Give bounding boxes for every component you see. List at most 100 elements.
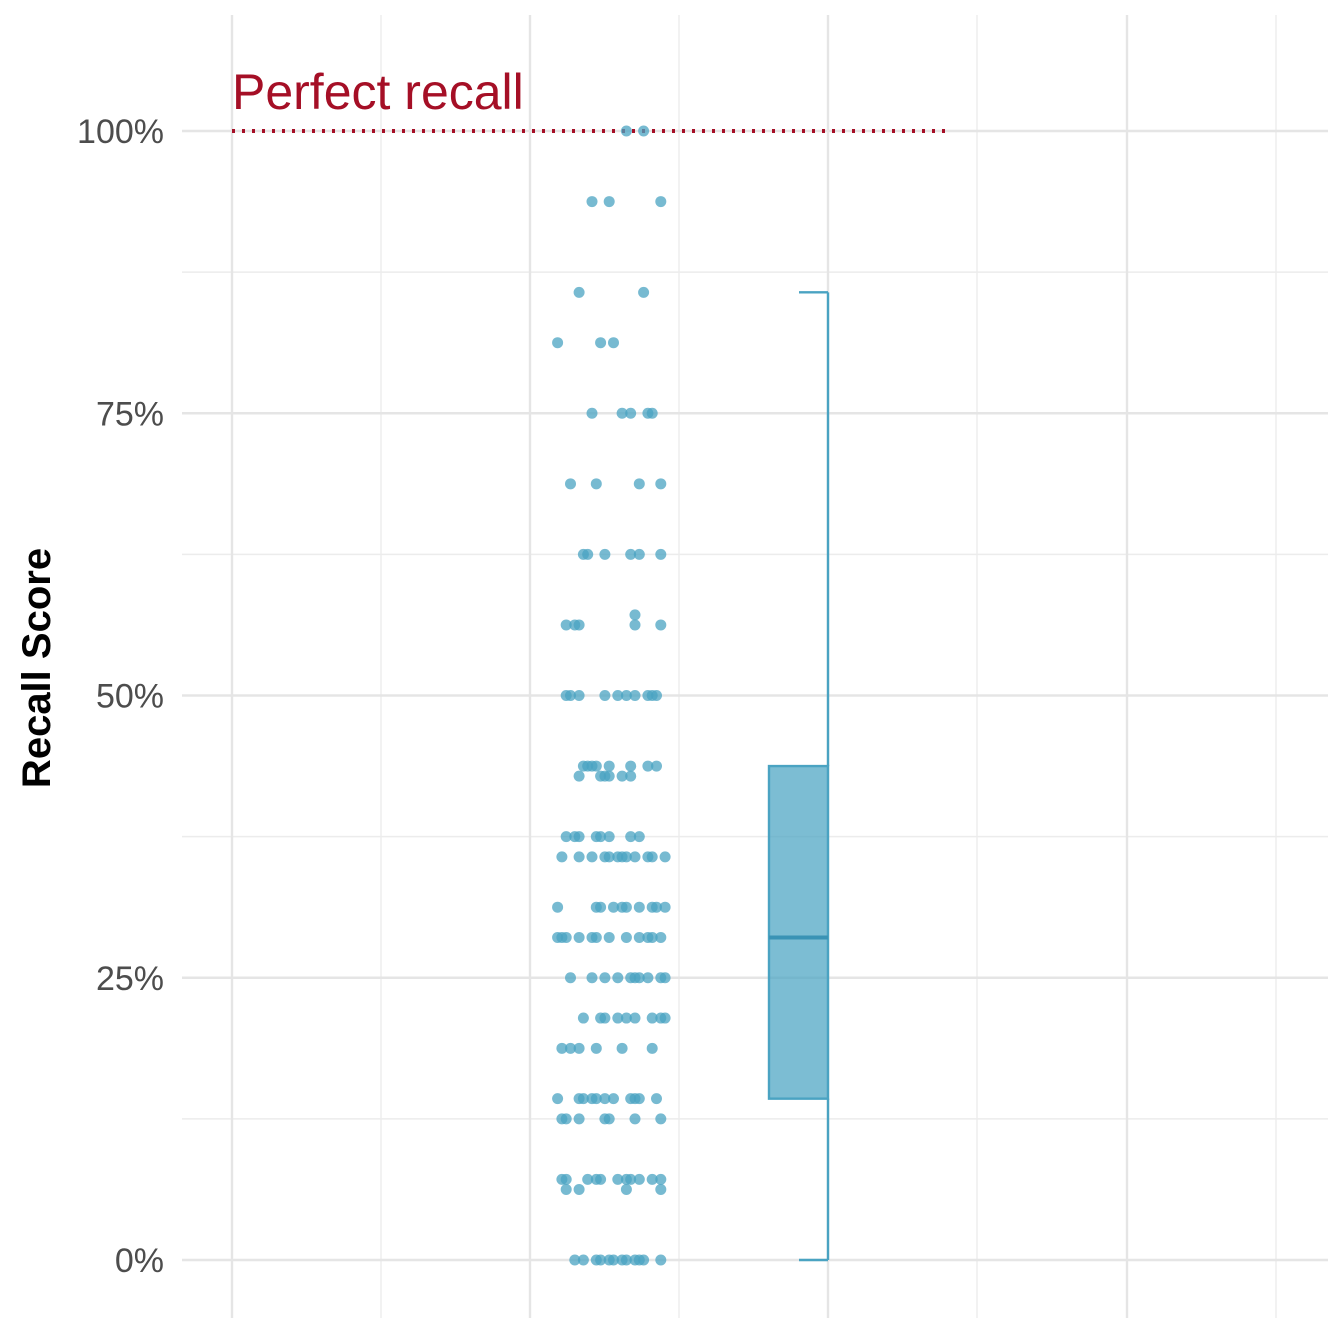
recall-point — [582, 1173, 594, 1185]
recall-point — [633, 931, 645, 943]
recall-point — [577, 1093, 589, 1105]
recall-point — [573, 1183, 585, 1195]
recall-point — [655, 1173, 667, 1185]
major-gridlines — [182, 15, 1328, 1318]
recall-point — [625, 760, 637, 772]
recall-point — [565, 1042, 576, 1054]
recall-point — [655, 1254, 667, 1266]
recall-point — [620, 690, 632, 701]
recall-boxplot — [767, 291, 830, 1262]
recall-point — [590, 478, 602, 490]
recall-point — [620, 851, 632, 863]
recall-point — [560, 931, 572, 943]
recall-point — [590, 1042, 602, 1054]
recall-point — [603, 770, 615, 782]
recall-point — [560, 619, 572, 631]
recall-point — [625, 770, 637, 782]
recall-point — [620, 1254, 632, 1266]
recall-point — [560, 831, 572, 843]
recall-point — [625, 548, 637, 560]
recall-point — [638, 286, 650, 298]
y-tick-label: 75% — [96, 395, 164, 433]
recall-point — [595, 901, 607, 913]
recall-point — [599, 690, 611, 701]
recall-point — [633, 1173, 645, 1185]
recall-point — [633, 901, 645, 913]
recall-point — [603, 931, 615, 943]
recall-point — [595, 337, 607, 349]
recall-point — [573, 770, 585, 782]
recall-point — [620, 1183, 632, 1195]
recall-point — [577, 1254, 589, 1266]
recall-point — [565, 478, 576, 490]
y-tick-label: 50% — [96, 678, 164, 716]
recall-point — [595, 1254, 607, 1266]
recall-point — [573, 831, 585, 843]
recall-point — [560, 1173, 572, 1185]
recall-point — [612, 1173, 624, 1185]
recall-point — [599, 548, 611, 560]
recall-point — [646, 931, 658, 943]
recall-point — [646, 1173, 658, 1185]
recall-point — [616, 770, 628, 782]
recall-point — [586, 407, 598, 419]
recall-point — [659, 1012, 671, 1024]
recall-point — [573, 619, 585, 631]
recall-point — [651, 760, 662, 772]
recall-point — [608, 1093, 619, 1105]
recall-point — [573, 1113, 585, 1125]
recall-point — [642, 760, 654, 772]
recall-point — [603, 851, 615, 863]
recall-point — [633, 548, 645, 560]
recall-point — [638, 125, 650, 137]
recall-point — [560, 1183, 572, 1195]
recall-point — [577, 1012, 589, 1024]
recall-point — [586, 196, 598, 208]
recall-point — [603, 760, 615, 772]
recall-point — [655, 619, 667, 631]
recall-point — [655, 478, 667, 490]
recall-point — [633, 972, 645, 984]
recall-point — [560, 690, 572, 701]
recall-point — [573, 931, 585, 943]
y-axis-title: Recall Score — [15, 548, 59, 788]
recall-point — [552, 1093, 564, 1105]
recall-point — [655, 1183, 667, 1195]
recall-point — [599, 972, 611, 984]
recall-point — [586, 972, 598, 984]
recall-point — [552, 337, 564, 349]
recall-point — [633, 478, 645, 490]
recall-point — [612, 972, 624, 984]
recall-point — [616, 1042, 628, 1054]
recall-point — [620, 1012, 632, 1024]
recall-point — [612, 690, 624, 701]
recall-point — [638, 1254, 650, 1266]
recall-point — [608, 901, 619, 913]
minor-gridlines — [182, 15, 1328, 1318]
recall-point — [659, 851, 671, 863]
recall-point — [655, 931, 667, 943]
recall-point — [612, 1012, 624, 1024]
recall-point — [595, 831, 607, 843]
recall-point — [646, 690, 658, 701]
recall-point — [659, 972, 671, 984]
recall-point — [590, 760, 602, 772]
recall-point — [569, 1254, 581, 1266]
recall-point — [552, 901, 564, 913]
recall-point — [646, 407, 658, 419]
recall-point — [633, 1093, 645, 1105]
recall-point — [629, 1012, 641, 1024]
recall-point — [603, 831, 615, 843]
y-tick-label: 0% — [115, 1242, 164, 1280]
recall-point — [646, 851, 658, 863]
recall-point — [556, 851, 568, 863]
recall-point — [655, 548, 667, 560]
recall-point — [655, 196, 667, 208]
recall-point — [573, 690, 585, 701]
recall-point — [556, 1042, 568, 1054]
recall-point — [629, 690, 641, 701]
recall-point — [590, 1093, 602, 1105]
recall-point — [629, 1113, 641, 1125]
recall-point — [646, 1042, 658, 1054]
